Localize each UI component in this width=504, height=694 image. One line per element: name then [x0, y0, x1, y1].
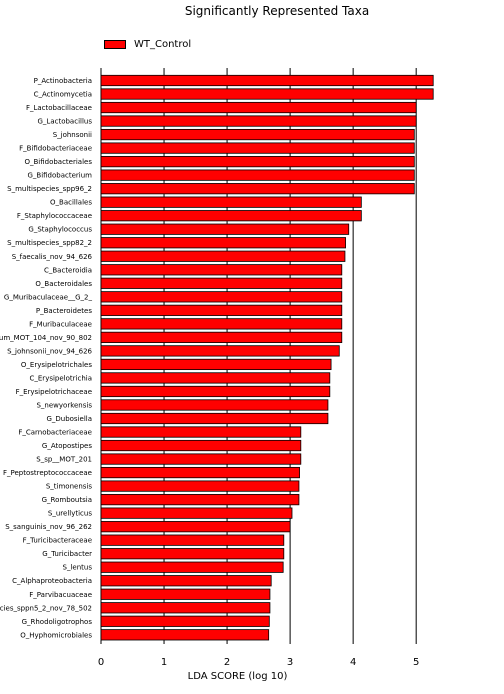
bar [100, 439, 302, 452]
bar [100, 88, 434, 100]
chart-title: Significantly Represented Taxa [184, 4, 370, 18]
bar [100, 277, 343, 289]
category-label: F_Muribaculaceae [29, 320, 92, 328]
category-label: cies_sppn5_2_nov_78_502 [0, 604, 92, 612]
bar [100, 183, 415, 195]
bar [100, 615, 270, 627]
category-label: C_Actinomycetia [34, 91, 92, 99]
category-label: S_sanguinis_nov_96_262 [5, 523, 92, 531]
bar [100, 223, 350, 235]
category-label: S_lentus [63, 564, 93, 572]
bar [100, 507, 293, 519]
bar [100, 304, 343, 316]
category-label: G_Lactobacillus [38, 118, 93, 126]
category-label: G_Romboutsia [42, 496, 92, 504]
category-label: S_faecalis_nov_94_626 [12, 253, 93, 261]
bar [100, 494, 300, 506]
bar [100, 480, 300, 492]
x-axis-title: LDA SCORE (log 10) [188, 671, 288, 682]
bar [100, 345, 340, 357]
bar [100, 358, 332, 371]
bar [100, 169, 415, 181]
category-label: F_Bifidobacteriaceae [19, 145, 92, 153]
category-label: F_Lactobacillaceae [26, 104, 92, 112]
category-label: F_Turicibacteraceae [23, 537, 92, 545]
bar [100, 101, 417, 114]
bar [100, 142, 415, 154]
category-label: C_Alphaproteobacteria [12, 577, 92, 585]
category-label: O_Bacteroidales [35, 280, 92, 288]
category-label: S_newyorkensis [36, 401, 92, 409]
x-tick-label: 2 [224, 657, 230, 668]
chart-legend: WT_Control [104, 39, 191, 50]
bar [100, 264, 343, 276]
legend-swatch [104, 40, 126, 49]
legend-label: WT_Control [134, 39, 192, 50]
category-label: S_timonensis [46, 483, 93, 491]
bar [100, 575, 272, 587]
bar [100, 602, 271, 614]
bar [100, 115, 417, 127]
category-label: S_urellyticus [48, 510, 92, 518]
bar [100, 237, 346, 249]
category-label: G_Turicibacter [42, 550, 92, 558]
category-label: O_Bifidobacteriales [24, 158, 92, 166]
category-label: O_Hyphomicrobiales [20, 631, 92, 639]
category-label: um_MOT_104_nov_90_802 [0, 334, 92, 342]
bar [100, 534, 285, 546]
x-tick-label: 4 [350, 657, 356, 668]
bar [100, 250, 346, 262]
bar [100, 453, 302, 465]
category-label: C_Bacteroidia [44, 266, 92, 274]
bar [100, 372, 331, 384]
category-label: S_sp__MOT_201 [36, 456, 92, 464]
bar [100, 196, 362, 208]
bar [100, 561, 284, 573]
bar [100, 412, 329, 425]
category-label: S_johnsonii [53, 131, 92, 139]
category-label: G_Dubosiella [46, 415, 92, 423]
bar [100, 629, 270, 641]
category-label: F_Carnobacteriaceae [18, 429, 92, 437]
bar [100, 521, 291, 533]
bar [100, 399, 329, 411]
category-label: G_Bifidobacterium [27, 172, 92, 180]
category-label: G_Atopostipes [42, 442, 92, 450]
bar [100, 385, 331, 398]
bar [100, 588, 271, 600]
category-label: G_Rhodoligotrophos [22, 618, 93, 626]
bar [100, 74, 434, 87]
category-label: S_multispecies_spp82_2 [7, 239, 92, 247]
x-tick-label: 1 [161, 657, 167, 668]
category-label: C_Erysipelotrichia [30, 374, 93, 382]
bar [100, 331, 343, 343]
x-tick-label: 3 [287, 657, 293, 668]
bar [100, 466, 300, 479]
bar [100, 291, 343, 303]
category-label: S_johnsonii_nov_94_626 [7, 347, 92, 355]
category-label: F_Erysipelotrichaceae [16, 388, 92, 396]
category-label: G_Staphylococcus [28, 226, 92, 234]
category-label: G_Muribaculaceae__G_2_ [4, 293, 93, 301]
category-label: F_Staphylococcaceae [17, 212, 92, 220]
x-tick-label: 5 [413, 657, 419, 668]
category-label: P_Bacteroidetes [36, 307, 92, 315]
bar [100, 548, 285, 560]
bar [100, 156, 415, 168]
category-label: S_multispecies_spp96_2 [7, 185, 92, 193]
category-label: O_Erysipelotrichales [21, 361, 92, 369]
category-label: O_Bacillales [50, 199, 92, 207]
bar [100, 426, 302, 438]
category-label: F_Parvibacuaceae [29, 591, 92, 599]
category-label: P_Actinobacteria [34, 77, 92, 85]
x-tick-label: 0 [98, 657, 104, 668]
bar [100, 128, 415, 141]
category-label: F_Peptostreptococcaceae [3, 469, 92, 477]
bar [100, 318, 343, 330]
bar [100, 210, 362, 222]
